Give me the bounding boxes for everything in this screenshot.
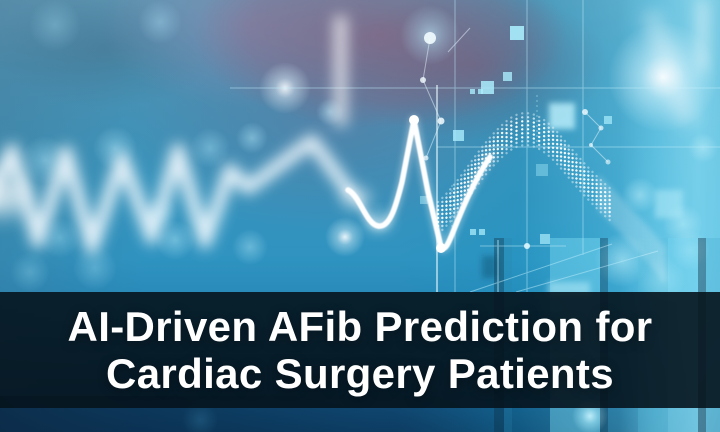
banner-title-line2: Cardiac Surgery Patients — [106, 350, 614, 397]
title-band: AI-Driven AFib Prediction for Cardiac Su… — [0, 292, 720, 408]
banner-title: AI-Driven AFib Prediction for Cardiac Su… — [68, 303, 653, 397]
banner-title-line1: AI-Driven AFib Prediction for — [67, 303, 653, 350]
